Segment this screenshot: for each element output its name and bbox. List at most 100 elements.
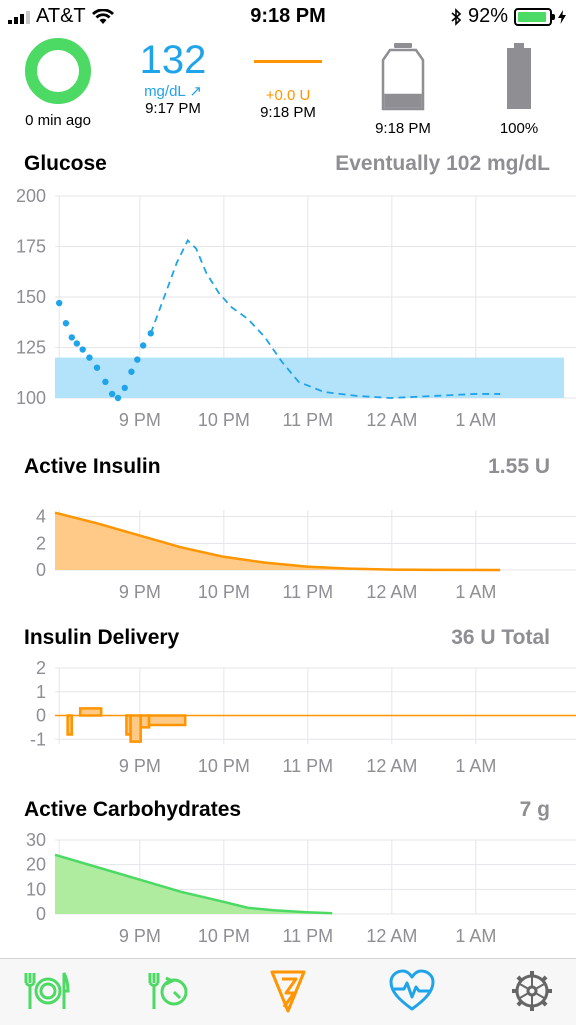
tab-settings[interactable]: [508, 969, 556, 1013]
active-insulin-summary: 1.55 U: [488, 455, 550, 478]
insulin-delivery-summary: 36 U Total: [451, 626, 550, 649]
insulin-y-tick: 4: [36, 507, 46, 527]
glucose-point: [140, 342, 147, 349]
insulin-y-tick: 0: [36, 560, 46, 580]
glucose-hud[interactable]: 132 mg/dL ↗ 9:17 PM: [120, 38, 226, 117]
temp-basal-line-icon: [254, 60, 322, 63]
glucose-summary: Eventually 102 mg/dL: [335, 152, 550, 175]
carbs-y-tick: 30: [26, 830, 46, 850]
glucose-point: [147, 330, 154, 337]
glucose-x-tick: 1 AM: [455, 410, 496, 430]
carbs-x-tick: 12 AM: [366, 926, 417, 946]
glucose-x-tick: 10 PM: [198, 410, 250, 430]
carbs-y-tick: 10: [26, 879, 46, 899]
glucose-point: [128, 368, 135, 375]
tab-bolus[interactable]: [264, 969, 312, 1013]
glucose-point: [68, 334, 76, 341]
insulin-x-tick: 10 PM: [198, 582, 250, 602]
glucose-value: 132: [139, 38, 207, 82]
glucose-point: [102, 378, 109, 386]
active-carbs-summary: 7 g: [519, 798, 550, 821]
status-time: 9:18 PM: [250, 5, 326, 27]
pre-meal-icon: [148, 973, 188, 1009]
delivery-bar: [139, 714, 151, 729]
active-carbs-title[interactable]: Active Carbohydrates: [24, 798, 242, 821]
insulin-y-tick: 2: [36, 533, 46, 553]
glucose-point: [86, 354, 93, 361]
status-bar: AT&T 9:18 PM 92%: [0, 0, 576, 34]
pump-battery-percent: 100%: [499, 120, 539, 137]
bluetooth-icon: [451, 7, 462, 26]
glucose-x-tick: 11 PM: [282, 410, 333, 430]
insulin-delivery-title[interactable]: Insulin Delivery: [24, 626, 180, 649]
glucose-title[interactable]: Glucose: [24, 152, 107, 175]
loop-caption: 0 min ago: [25, 112, 91, 129]
reservoir-hud[interactable]: 9:18 PM: [360, 38, 446, 137]
carbs-x-tick: 10 PM: [198, 926, 250, 946]
glucose-y-tick: 125: [16, 338, 46, 358]
active-insulin-line: [54, 511, 501, 572]
delivery-y-tick: -1: [30, 729, 46, 749]
carbs-x-tick: 11 PM: [282, 926, 333, 946]
delivery-bar: [66, 714, 74, 736]
insulin-x-tick: 11 PM: [282, 582, 333, 602]
glucose-time: 9:17 PM: [145, 100, 201, 117]
delivery-x-tick: 10 PM: [198, 756, 250, 776]
carbs-x-tick: 9 PM: [119, 926, 161, 946]
delivery-y-tick: 0: [36, 706, 46, 726]
pump-battery-hud[interactable]: 100%: [476, 38, 562, 137]
pump-battery-icon: [507, 43, 531, 109]
glucose-point: [93, 364, 101, 371]
wifi-icon: [91, 8, 114, 24]
loop-status[interactable]: 0 min ago: [6, 38, 110, 129]
battery-percent: 92%: [467, 5, 508, 27]
glucose-point: [56, 299, 63, 307]
carbs-y-tick: 0: [36, 904, 46, 924]
insulin-x-tick: 12 AM: [366, 582, 417, 602]
battery-icon: [514, 7, 555, 26]
carbs-y-tick: 20: [26, 855, 46, 875]
delivery-bar: [147, 714, 187, 727]
insulin-x-tick: 1 AM: [455, 582, 496, 602]
delivery-x-tick: 11 PM: [282, 756, 333, 776]
glucose-point: [114, 394, 122, 402]
active-insulin-title[interactable]: Active Insulin: [24, 455, 161, 478]
delivery-y-tick: 2: [36, 658, 46, 678]
delivery-bar: [78, 707, 103, 717]
glucose-point: [62, 320, 70, 327]
glucose-y-tick: 150: [16, 287, 46, 307]
hud: 0 min ago 132 mg/dL ↗ 9:17 PM +0.0 U 9:1…: [0, 38, 576, 142]
temp-basal-time: 9:18 PM: [260, 104, 316, 121]
glucose-y-tick: 200: [16, 186, 46, 206]
glucose-y-tick: 175: [16, 237, 46, 257]
delivery-x-tick: 9 PM: [119, 756, 161, 776]
carb-entry-icon: [24, 972, 70, 1009]
glucose-point: [121, 384, 128, 392]
active-carbs-area: [55, 854, 333, 914]
glucose-point: [108, 390, 116, 398]
gear-icon: [512, 971, 552, 1011]
glucose-x-tick: 12 AM: [366, 410, 417, 430]
active-carbs-line: [54, 853, 333, 915]
carrier-name: AT&T: [36, 5, 86, 27]
glucose-unit-trend: mg/dL ↗: [144, 83, 202, 100]
delivery-x-tick: 1 AM: [455, 756, 496, 776]
delivery-y-tick: 1: [36, 682, 46, 702]
battery-group: 92%: [450, 5, 566, 28]
reservoir-time: 9:18 PM: [375, 120, 431, 137]
tab-add-carbs[interactable]: [22, 969, 70, 1013]
reservoir-icon: [381, 43, 425, 111]
charging-bolt-icon: [558, 9, 566, 24]
tab-health[interactable]: [388, 969, 436, 1013]
insulin-x-tick: 9 PM: [119, 582, 161, 602]
tab-bar: [0, 958, 576, 1025]
tab-pre-meal[interactable]: [146, 969, 194, 1013]
temp-basal-value: +0.0 U: [265, 87, 311, 104]
delivery-x-tick: 12 AM: [366, 756, 417, 776]
temp-basal-hud[interactable]: +0.0 U 9:18 PM: [238, 38, 338, 121]
bolus-icon: [270, 970, 306, 1013]
delivery-bar: [129, 714, 142, 743]
active-insulin-area: [55, 512, 501, 570]
glucose-point: [79, 346, 86, 353]
